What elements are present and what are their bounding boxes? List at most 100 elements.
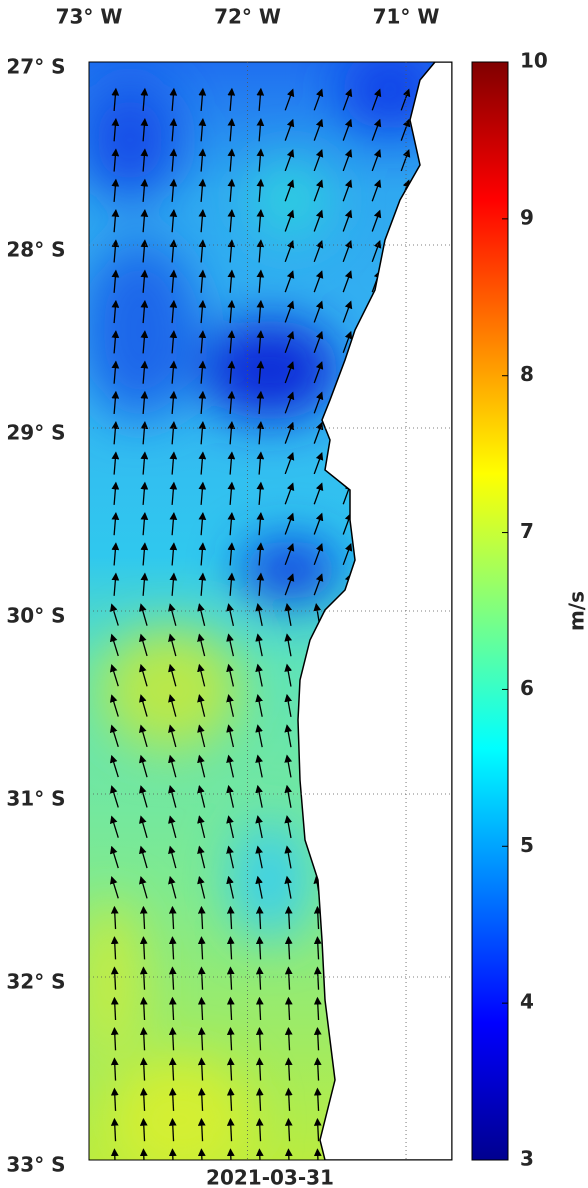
wind-arrow <box>255 815 263 839</box>
wind-arrow <box>168 724 177 748</box>
wind-arrow <box>256 330 265 354</box>
wind-arrow <box>139 875 148 899</box>
wind-arrow <box>256 239 265 263</box>
wind-arrow <box>140 390 149 415</box>
wind-arrow <box>139 1117 148 1142</box>
wind-arrow <box>198 178 207 202</box>
wind-arrow <box>198 148 207 172</box>
wind-arrow <box>284 966 293 990</box>
wind-arrow <box>313 482 324 505</box>
wind-arrow <box>139 1087 148 1111</box>
wind-arrow <box>140 421 149 445</box>
wind-arrow <box>111 390 120 415</box>
wind-arrow <box>256 481 265 505</box>
wind-arrow <box>109 815 119 838</box>
wind-arrow <box>168 603 177 626</box>
wind-arrow <box>139 663 148 687</box>
wind-arrow <box>169 390 178 415</box>
wind-arrow <box>284 421 295 444</box>
wind-arrow <box>284 330 295 353</box>
wind-arrow <box>227 330 236 354</box>
wind-arrow <box>169 299 178 324</box>
wind-arrow <box>169 542 178 566</box>
wind-arrow <box>284 754 293 778</box>
wind-arrow <box>111 360 120 384</box>
wind-arrow <box>198 421 207 445</box>
wind-arrow <box>227 481 236 505</box>
wind-arrow <box>255 996 264 1021</box>
wind-arrow <box>111 421 120 445</box>
wind-arrow <box>284 239 295 263</box>
wind-arrow <box>111 572 120 596</box>
wind-arrow <box>284 452 295 475</box>
wind-arrow <box>255 1027 264 1051</box>
wind-arrow <box>168 1148 177 1160</box>
wind-arrow <box>284 633 293 657</box>
wind-arrow <box>313 1117 322 1142</box>
land <box>297 62 452 1160</box>
wind-arrow <box>140 178 149 202</box>
wind-arrow <box>255 1148 264 1160</box>
wind-arrow <box>313 905 322 930</box>
wind-arrow <box>110 966 119 990</box>
wind-arrow <box>255 1057 264 1081</box>
wind-arrow <box>256 178 265 202</box>
wind-arrow <box>111 208 120 233</box>
wind-arrow <box>197 603 206 626</box>
wind-arrow <box>140 87 149 112</box>
wind-arrow <box>198 118 207 142</box>
wind-arrow <box>342 300 353 323</box>
colorbar-tick-label: 5 <box>520 833 534 857</box>
wind-arrow <box>139 1148 148 1160</box>
wind-arrow <box>198 330 207 354</box>
wind-arrow <box>111 299 120 324</box>
lon-tick-label: 71° W <box>373 5 440 29</box>
wind-arrow <box>198 299 207 324</box>
wind-arrow <box>284 815 293 839</box>
wind-arrow <box>109 785 119 808</box>
wind-arrow <box>255 905 264 930</box>
wind-arrow <box>168 1087 177 1111</box>
wind-arrow <box>255 663 263 687</box>
colorbar-tick-label: 6 <box>520 676 534 700</box>
wind-arrow <box>139 815 148 838</box>
wind-arrow <box>111 542 120 566</box>
wind-arrow <box>140 572 149 596</box>
wind-arrow <box>227 118 236 142</box>
wind-arrow <box>140 360 149 384</box>
wind-arrow <box>284 1087 293 1111</box>
wind-arrow <box>197 996 206 1021</box>
wind-arrow <box>111 87 120 112</box>
wind-arrow <box>197 663 206 687</box>
lon-tick-label: 72° W <box>214 5 281 29</box>
wind-arrow <box>284 361 295 384</box>
wind-arrow <box>168 1057 177 1081</box>
lat-tick-label: 27° S <box>6 55 65 79</box>
lat-tick-label: 32° S <box>6 970 65 994</box>
wind-arrow <box>227 511 236 536</box>
wind-arrow <box>168 845 177 869</box>
wind-arrow <box>109 603 119 626</box>
wind-arrow <box>255 1117 264 1142</box>
wind-arrow <box>197 966 206 990</box>
wind-arrow <box>227 269 236 293</box>
wind-arrow <box>342 270 353 293</box>
colorbar-tick-label: 9 <box>520 205 534 229</box>
wind-arrow <box>313 361 324 384</box>
wind-arrow <box>284 693 293 717</box>
wind-arrow <box>140 542 149 566</box>
wind-arrow <box>313 118 324 141</box>
wind-arrow <box>198 269 207 293</box>
wind-arrow <box>255 1087 264 1111</box>
wind-arrow <box>342 330 353 353</box>
wind-arrow <box>169 269 178 293</box>
wind-arrow <box>284 1027 293 1051</box>
wind-arrow <box>400 118 411 141</box>
wind-arrow <box>197 815 206 839</box>
wind-arrow <box>342 149 353 172</box>
wind-arrow <box>255 724 263 748</box>
wind-arrow <box>197 1027 206 1051</box>
wind-arrow <box>313 179 324 202</box>
wind-arrow <box>284 875 293 899</box>
wind-arrow <box>140 239 149 263</box>
